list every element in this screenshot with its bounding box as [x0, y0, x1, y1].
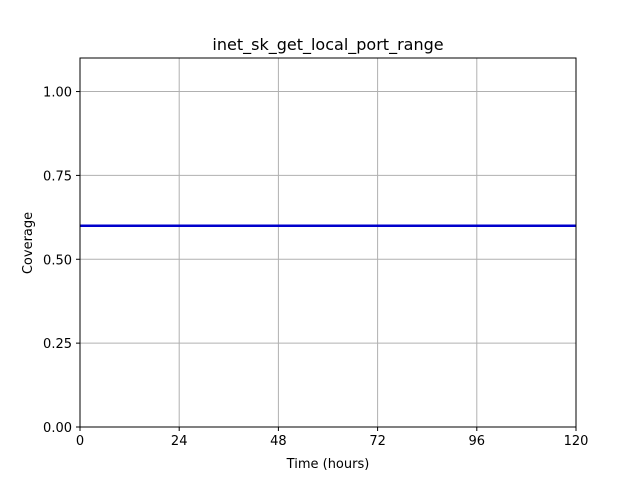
- y-axis-label: Coverage: [21, 212, 36, 274]
- x-tick-label: 96: [469, 434, 486, 449]
- y-tick-label: 0.75: [43, 169, 72, 184]
- x-tick-label: 48: [270, 434, 287, 449]
- x-tick-label: 24: [171, 434, 188, 449]
- x-tick-label: 72: [369, 434, 386, 449]
- x-tick-label: 0: [76, 434, 84, 449]
- x-axis-label: Time (hours): [286, 457, 370, 472]
- chart-title: inet_sk_get_local_port_range: [212, 35, 443, 55]
- y-tick-label: 1.00: [43, 86, 72, 101]
- y-tick-label: 0.25: [43, 337, 72, 352]
- x-tick-label: 120: [564, 434, 589, 449]
- grid: [79, 58, 577, 428]
- y-axis: 0.00 0.25 0.50 0.75 1.00: [43, 86, 80, 436]
- plot-frame: [79, 57, 577, 428]
- y-tick-label: 0.50: [43, 253, 72, 268]
- y-tick-label: 0.00: [43, 421, 72, 436]
- x-axis: 0 24 48 72 96 120: [76, 427, 589, 449]
